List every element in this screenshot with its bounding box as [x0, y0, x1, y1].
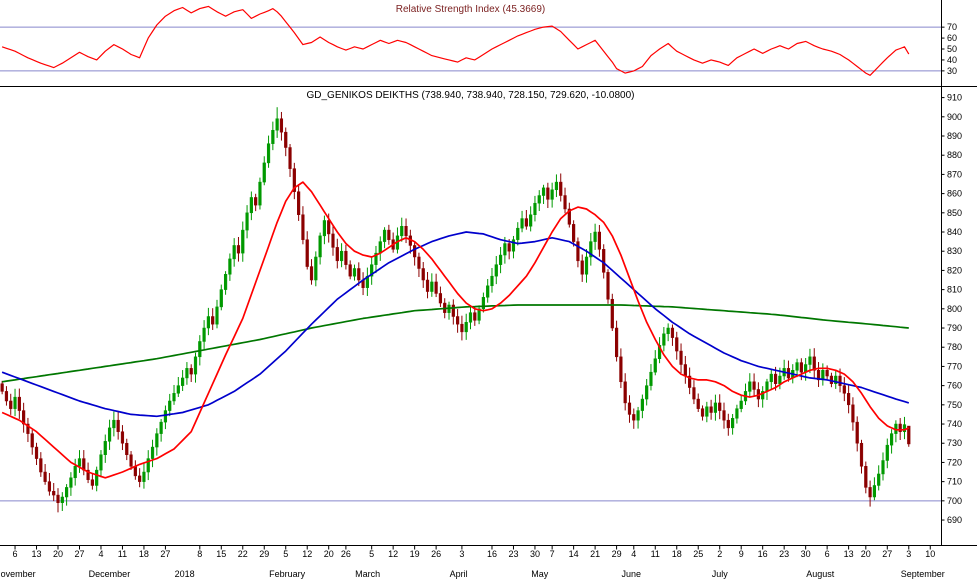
svg-text:27: 27	[74, 549, 84, 559]
svg-text:15: 15	[216, 549, 226, 559]
svg-text:25: 25	[693, 549, 703, 559]
svg-text:5: 5	[283, 549, 288, 559]
svg-text:3: 3	[906, 549, 911, 559]
svg-text:23: 23	[508, 549, 518, 559]
svg-text:5: 5	[369, 549, 374, 559]
svg-text:3: 3	[459, 549, 464, 559]
svg-text:11: 11	[118, 549, 127, 559]
svg-text:29: 29	[259, 549, 269, 559]
svg-text:16: 16	[758, 549, 768, 559]
svg-text:20: 20	[324, 549, 334, 559]
svg-text:2018: 2018	[175, 569, 195, 579]
svg-text:880: 880	[947, 150, 962, 160]
svg-text:18: 18	[672, 549, 682, 559]
svg-text:13: 13	[844, 549, 854, 559]
svg-text:6: 6	[13, 549, 18, 559]
svg-text:27: 27	[882, 549, 892, 559]
svg-text:780: 780	[947, 342, 962, 352]
svg-text:8: 8	[197, 549, 202, 559]
svg-text:November: November	[0, 569, 36, 579]
svg-text:May: May	[531, 569, 549, 579]
svg-text:27: 27	[160, 549, 170, 559]
svg-text:760: 760	[947, 381, 962, 391]
svg-text:820: 820	[947, 265, 962, 275]
svg-text:730: 730	[947, 438, 962, 448]
svg-text:14: 14	[569, 549, 579, 559]
svg-text:20: 20	[53, 549, 63, 559]
svg-text:800: 800	[947, 304, 962, 314]
svg-text:23: 23	[779, 549, 789, 559]
svg-text:810: 810	[947, 285, 962, 295]
svg-text:840: 840	[947, 227, 962, 237]
svg-text:19: 19	[410, 549, 420, 559]
svg-text:770: 770	[947, 361, 962, 371]
svg-text:20: 20	[861, 549, 871, 559]
svg-text:30: 30	[530, 549, 540, 559]
svg-text:710: 710	[947, 477, 962, 487]
svg-text:12: 12	[302, 549, 312, 559]
svg-text:860: 860	[947, 189, 962, 199]
svg-text:February: February	[269, 569, 306, 579]
svg-text:740: 740	[947, 419, 962, 429]
svg-text:4: 4	[631, 549, 636, 559]
svg-text:690: 690	[947, 515, 962, 525]
svg-text:10: 10	[925, 549, 935, 559]
svg-text:2: 2	[717, 549, 722, 559]
svg-text:790: 790	[947, 323, 962, 333]
svg-text:26: 26	[341, 549, 351, 559]
svg-text:13: 13	[32, 549, 42, 559]
svg-text:900: 900	[947, 112, 962, 122]
svg-text:70: 70	[947, 22, 957, 32]
svg-text:7: 7	[550, 549, 555, 559]
svg-text:16: 16	[487, 549, 497, 559]
svg-text:July: July	[712, 569, 729, 579]
svg-text:50: 50	[947, 44, 957, 54]
svg-text:40: 40	[947, 55, 957, 65]
svg-text:30: 30	[947, 66, 957, 76]
svg-text:26: 26	[431, 549, 441, 559]
svg-text:30: 30	[801, 549, 811, 559]
svg-text:6: 6	[825, 549, 830, 559]
svg-text:720: 720	[947, 457, 962, 467]
svg-text:870: 870	[947, 169, 962, 179]
svg-text:910: 910	[947, 93, 962, 103]
svg-text:21: 21	[590, 549, 600, 559]
svg-text:60: 60	[947, 33, 957, 43]
svg-text:850: 850	[947, 208, 962, 218]
svg-text:September: September	[901, 569, 945, 579]
svg-text:4: 4	[98, 549, 103, 559]
svg-text:700: 700	[947, 496, 962, 506]
svg-text:June: June	[621, 569, 641, 579]
svg-text:22: 22	[238, 549, 248, 559]
svg-text:August: August	[806, 569, 835, 579]
svg-text:April: April	[450, 569, 468, 579]
svg-text:29: 29	[612, 549, 622, 559]
svg-text:March: March	[355, 569, 380, 579]
svg-text:18: 18	[139, 549, 149, 559]
svg-text:11: 11	[651, 549, 660, 559]
svg-text:12: 12	[388, 549, 398, 559]
svg-text:830: 830	[947, 246, 962, 256]
svg-text:750: 750	[947, 400, 962, 410]
svg-text:890: 890	[947, 131, 962, 141]
svg-text:9: 9	[739, 549, 744, 559]
svg-text:December: December	[89, 569, 131, 579]
